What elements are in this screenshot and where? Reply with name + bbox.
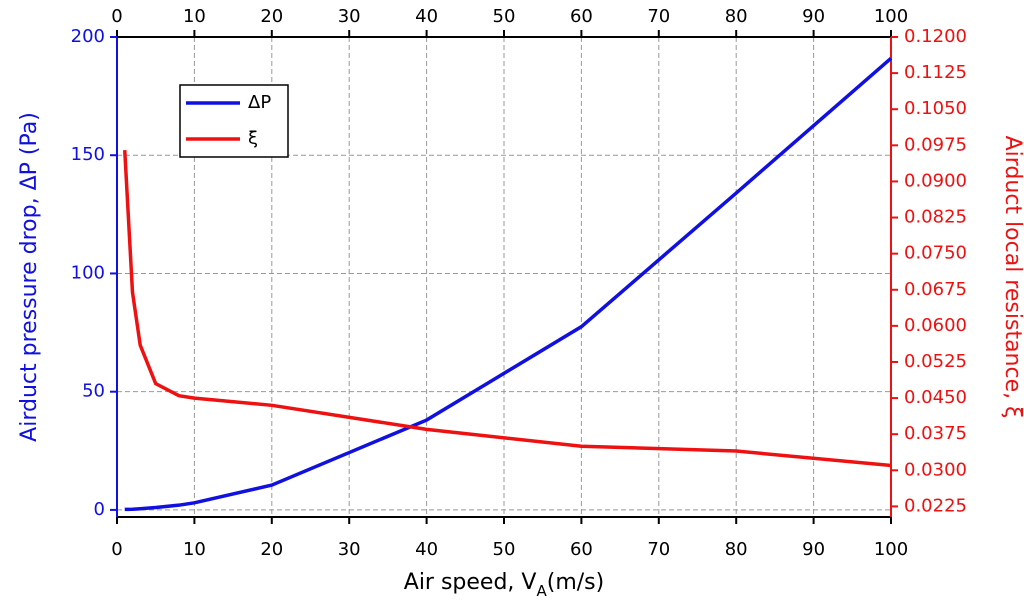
- legend-box: [179, 84, 289, 158]
- x-tick-label: 70: [647, 539, 670, 560]
- x-tick-label: 10: [183, 539, 206, 560]
- x-top-tick-label: 90: [802, 6, 825, 27]
- y-tick-label: 100: [71, 262, 105, 283]
- y2-tick-label: 0.0450: [904, 387, 967, 408]
- y2-tick-label: 0.0750: [904, 243, 967, 264]
- line-series: [122, 150, 892, 468]
- legend-label: ΔP: [248, 92, 271, 113]
- x-top-tick-label: 10: [183, 6, 206, 27]
- y-tick-label: 50: [82, 381, 105, 402]
- x-top-tick-label: 100: [874, 6, 908, 27]
- y-tick-label: 0: [94, 499, 105, 520]
- x-axis-title-subscript: A: [536, 582, 547, 600]
- y2-tick-label: 0.0900: [904, 170, 967, 191]
- y2-tick-label: 0.0975: [904, 134, 967, 155]
- line-series: [124, 56, 893, 512]
- x-tick-label: 30: [338, 539, 361, 560]
- legend-label: ξ: [248, 128, 258, 149]
- y2-tick-label: 0.0375: [904, 423, 967, 444]
- y2-tick-label: 0.0225: [904, 495, 967, 516]
- x-tick-label: 0: [111, 539, 122, 560]
- y-tick-label: 150: [71, 144, 105, 165]
- y-tick-label: 200: [71, 26, 105, 47]
- x-tick-label: 40: [415, 539, 438, 560]
- x-top-tick-label: 50: [493, 6, 516, 27]
- x-tick-label: 100: [874, 539, 908, 560]
- x-tick-label: 90: [802, 539, 825, 560]
- y2-tick-label: 0.1200: [904, 26, 967, 47]
- x-top-tick-label: 60: [570, 6, 593, 27]
- y2-tick-label: 0.0300: [904, 459, 967, 480]
- x-tick-label: 20: [260, 539, 283, 560]
- x-axis-title: Air speed, VA(m/s): [404, 570, 604, 600]
- y2-tick-label: 0.1125: [904, 62, 967, 83]
- y2-tick-label: 0.0825: [904, 207, 967, 228]
- x-tick-label: 50: [493, 539, 516, 560]
- y2-tick-label: 0.1050: [904, 98, 967, 119]
- x-axis-title-suffix: (m/s): [547, 570, 604, 595]
- x-tick-label: 60: [570, 539, 593, 560]
- y2-axis-title: Airduct local resistance, ξ: [1000, 136, 1024, 419]
- y-axis-title: Airduct pressure drop, ΔP (Pa): [17, 112, 42, 442]
- x-top-tick-label: 20: [260, 6, 283, 27]
- x-tick-label: 80: [725, 539, 748, 560]
- x-top-tick-label: 0: [111, 6, 122, 27]
- x-top-tick-label: 70: [647, 6, 670, 27]
- y2-tick-label: 0.0600: [904, 315, 967, 336]
- x-top-tick-label: 80: [725, 6, 748, 27]
- y2-tick-label: 0.0525: [904, 351, 967, 372]
- y2-tick-label: 0.0675: [904, 279, 967, 300]
- x-top-tick-label: 30: [338, 6, 361, 27]
- x-top-tick-label: 40: [415, 6, 438, 27]
- x-axis-title-text: Air speed, V: [404, 570, 537, 595]
